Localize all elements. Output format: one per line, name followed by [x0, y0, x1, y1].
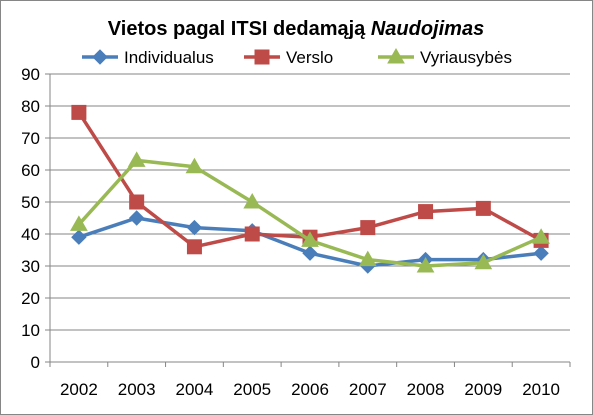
x-tick-label: 2006: [291, 380, 329, 399]
data-point: [532, 228, 550, 244]
data-point: [360, 220, 376, 236]
legend-item-2: Verslo: [244, 48, 333, 67]
data-point: [71, 229, 87, 245]
data-point: [533, 245, 549, 261]
y-tick-label: 50: [21, 193, 40, 212]
data-point: [128, 210, 145, 226]
chart-title-emphasis: Naudojimas: [371, 18, 484, 40]
data-point: [358, 250, 377, 267]
legend-item-3: Vyriausybės: [378, 47, 512, 67]
y-tick-label: 10: [21, 321, 40, 340]
chart-title: Vietos pagal ITSI dedamąją Naudojimas: [108, 18, 484, 40]
legend-label: Vyriausybės: [420, 48, 512, 67]
data-point: [70, 215, 88, 231]
data-point: [185, 157, 204, 174]
y-tick-label: 0: [31, 353, 40, 372]
data-point: [186, 219, 203, 236]
data-point: [475, 200, 491, 216]
x-tick-label: 2007: [349, 380, 387, 399]
series-1: [71, 210, 549, 274]
y-tick-label: 90: [21, 65, 40, 84]
y-tick-label: 80: [21, 97, 40, 116]
axes: 0 10 20 30 40 50 60 70 80 90 2002 2003 2004 2005 2006 2…: [21, 65, 571, 399]
data-point: [127, 151, 146, 167]
legend-marker: [92, 49, 108, 65]
legend: Individualus Verslo Vyriausybės: [82, 47, 512, 67]
x-tick-label: 2010: [522, 380, 560, 399]
series-layer: [70, 104, 550, 274]
legend-label: Individualus: [124, 48, 214, 67]
y-tick-label: 70: [21, 129, 40, 148]
data-point: [302, 245, 318, 261]
legend-item-1: Individualus: [82, 48, 214, 67]
chart-title-main: Vietos pagal ITSI dedamąją: [108, 18, 366, 40]
data-point: [474, 253, 493, 270]
data-point: [186, 239, 202, 255]
gridlines: [50, 73, 570, 331]
y-tick-label: 40: [21, 225, 40, 244]
x-tick-label: 2008: [407, 380, 445, 399]
y-tick-label: 30: [21, 257, 40, 276]
x-tick-label: 2002: [60, 380, 98, 399]
legend-marker: [387, 47, 405, 64]
data-point: [129, 194, 145, 210]
legend-label: Verslo: [286, 48, 333, 67]
x-tick-label: 2005: [233, 380, 271, 399]
y-tick-label: 60: [21, 161, 40, 180]
x-tick-label: 2003: [118, 380, 156, 399]
legend-marker: [254, 49, 270, 65]
x-tick-label: 2009: [464, 380, 502, 399]
data-point: [71, 104, 87, 120]
data-point: [243, 192, 262, 209]
y-tick-label: 20: [21, 289, 40, 308]
x-tick-label: 2004: [176, 380, 214, 399]
series-line: [77, 110, 543, 249]
data-point: [416, 256, 435, 273]
series-3: [70, 151, 550, 273]
data-point: [301, 231, 319, 247]
data-point: [418, 204, 434, 220]
data-point: [244, 226, 260, 242]
